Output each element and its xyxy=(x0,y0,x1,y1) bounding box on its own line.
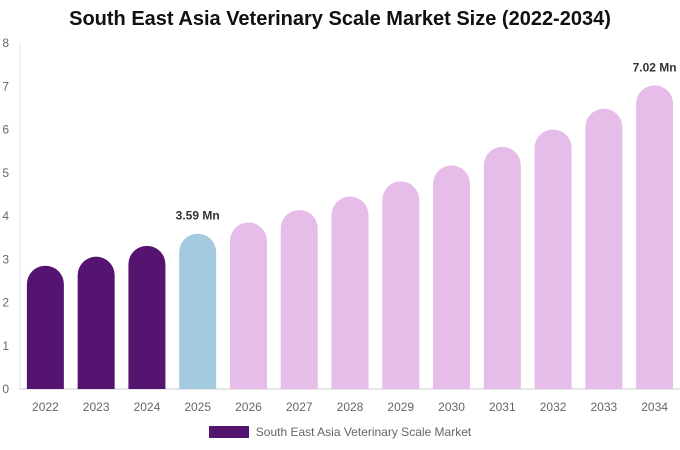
x-tick-label: 2026 xyxy=(235,400,262,414)
data-label-2034: 7.02 Mn xyxy=(633,60,677,74)
y-tick-label: 6 xyxy=(2,123,9,137)
bar-2030 xyxy=(433,165,471,389)
y-tick-label: 2 xyxy=(2,296,9,310)
bar-2026 xyxy=(229,222,267,389)
legend: South East Asia Veterinary Scale Market xyxy=(0,425,680,439)
x-tick-label: 2029 xyxy=(387,400,414,414)
bar-2025 xyxy=(179,233,217,389)
x-tick-label: 2023 xyxy=(83,400,110,414)
y-axis-ticks: 0 1 2 3 4 5 6 7 8 xyxy=(2,36,9,396)
bar-2028 xyxy=(331,196,369,389)
bars xyxy=(26,85,674,390)
bar-2024 xyxy=(128,245,166,389)
x-tick-label: 2032 xyxy=(540,400,567,414)
x-tick-label: 2024 xyxy=(134,400,161,414)
x-tick-label: 2027 xyxy=(286,400,313,414)
y-tick-label: 5 xyxy=(2,166,9,180)
x-axis-ticks: 2022 2023 2024 2025 2026 2027 2028 2029 2030 2031… xyxy=(32,400,668,414)
legend-swatch xyxy=(208,426,249,438)
x-tick-label: 2031 xyxy=(489,400,516,414)
x-tick-label: 2030 xyxy=(438,400,465,414)
y-tick-label: 8 xyxy=(2,36,9,50)
bar-2023 xyxy=(77,256,115,389)
chart-title: South East Asia Veterinary Scale Market … xyxy=(69,8,611,30)
bar-2031 xyxy=(483,146,521,389)
legend-label: South East Asia Veterinary Scale Market xyxy=(255,425,472,439)
x-tick-label: 2025 xyxy=(184,400,211,414)
y-tick-label: 7 xyxy=(2,79,9,93)
data-label-2025: 3.59 Mn xyxy=(176,209,220,223)
y-tick-label: 4 xyxy=(2,209,9,223)
bar-2029 xyxy=(382,181,420,389)
x-tick-label: 2034 xyxy=(641,400,668,414)
bar-2034 xyxy=(636,85,674,389)
bar-2033 xyxy=(585,108,623,390)
x-tick-label: 2033 xyxy=(590,400,617,414)
x-tick-label: 2028 xyxy=(337,400,364,414)
bar-2027 xyxy=(280,209,318,389)
bar-2022 xyxy=(26,265,64,389)
data-labels: 3.59 Mn 7.02 Mn xyxy=(176,60,677,222)
y-tick-label: 0 xyxy=(2,382,9,396)
bar-2032 xyxy=(534,129,572,389)
y-tick-label: 1 xyxy=(2,339,9,353)
x-tick-label: 2022 xyxy=(32,400,59,414)
y-tick-label: 3 xyxy=(2,252,9,266)
